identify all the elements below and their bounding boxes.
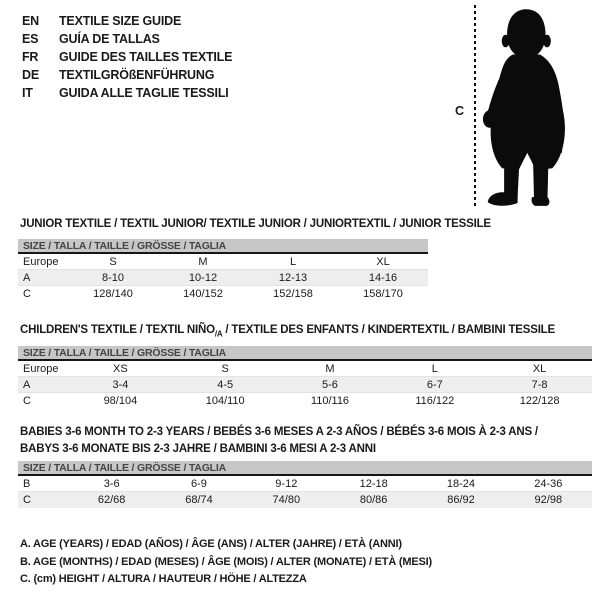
size-cell: 80/86 bbox=[359, 494, 388, 506]
size-cell: XL bbox=[532, 363, 547, 375]
size-cell: 5-6 bbox=[322, 379, 338, 391]
row-label: Europe bbox=[23, 256, 59, 268]
size-cell: 24-36 bbox=[534, 478, 563, 490]
size-header-bar: SIZE / TALLA / TAILLE / GRÖSSE / TAGLIA bbox=[18, 239, 428, 254]
row-label: C bbox=[23, 288, 31, 300]
size-cell: 12-13 bbox=[278, 272, 308, 284]
language-title: GUIDA ALLE TAGLIE TESSILI bbox=[59, 86, 229, 100]
size-cell: 7-8 bbox=[531, 379, 548, 391]
size-cell: 104/110 bbox=[205, 395, 245, 407]
table-row: C 98/104 104/110 110/116 116/122 122/128 bbox=[18, 393, 592, 409]
size-cell: 6-7 bbox=[426, 379, 443, 391]
footnote-b: B. AGE (MONTHS) / EDAD (MESES) / ÂGE (MO… bbox=[20, 555, 432, 568]
baby-silhouette bbox=[482, 9, 565, 206]
size-cell: 98/104 bbox=[103, 395, 138, 407]
row-label: A bbox=[23, 272, 31, 284]
table-row: C 62/68 68/74 74/80 80/86 86/92 92/98 bbox=[18, 492, 592, 508]
children-heading-sub: /A bbox=[214, 329, 223, 339]
language-code: ES bbox=[22, 32, 39, 46]
size-cell: XS bbox=[113, 363, 128, 375]
size-cell: 18-24 bbox=[446, 478, 476, 490]
size-cell: 3-6 bbox=[103, 478, 120, 490]
language-item: EN TEXTILE SIZE GUIDE bbox=[22, 12, 232, 30]
size-cell: 9-12 bbox=[275, 478, 298, 490]
size-cell: M bbox=[325, 363, 335, 375]
height-label: C bbox=[455, 104, 465, 118]
row-label: B bbox=[23, 478, 31, 490]
size-cell: 74/80 bbox=[272, 494, 301, 506]
size-cell: M bbox=[198, 256, 208, 268]
size-cell: 12-18 bbox=[359, 478, 388, 490]
size-cell: 4-5 bbox=[217, 379, 234, 391]
children-size-table: SIZE / TALLA / TAILLE / GRÖSSE / TAGLIA … bbox=[18, 346, 592, 409]
footnote-a: A. AGE (YEARS) / EDAD (AÑOS) / ÂGE (ANS)… bbox=[20, 538, 402, 550]
table-row: Europe XS S M L XL bbox=[18, 361, 592, 377]
size-cell: 122/128 bbox=[519, 395, 560, 407]
size-cell: 92/98 bbox=[534, 494, 563, 506]
size-cell: 140/152 bbox=[183, 288, 223, 300]
language-item: ES GUÍA DE TALLAS bbox=[22, 30, 232, 48]
babies-size-table: SIZE / TALLA / TAILLE / GRÖSSE / TAGLIA … bbox=[18, 461, 592, 508]
language-item: IT GUIDA ALLE TAGLIE TESSILI bbox=[22, 84, 232, 102]
table-row: C 128/140 140/152 152/158 158/170 bbox=[18, 286, 428, 302]
babies-heading-line2: BABYS 3-6 MONATE BIS 2-3 JAHRE / BAMBINI… bbox=[20, 442, 376, 455]
height-reference-line bbox=[474, 5, 476, 209]
size-cell: 158/170 bbox=[363, 288, 403, 300]
table-row: B 3-6 6-9 9-12 12-18 18-24 24-36 bbox=[18, 476, 592, 492]
size-cell: 86/92 bbox=[447, 494, 475, 506]
language-item: DE TEXTILGRÖßENFÜHRUNG bbox=[22, 66, 232, 84]
language-list: EN TEXTILE SIZE GUIDE ES GUÍA DE TALLAS … bbox=[22, 12, 232, 102]
babies-heading-line1: BABIES 3-6 MONTH TO 2-3 YEARS / BEBÉS 3-… bbox=[20, 426, 538, 438]
language-title: GUÍA DE TALLAS bbox=[59, 32, 160, 46]
language-title: TEXTILGRÖßENFÜHRUNG bbox=[59, 68, 215, 82]
size-cell: 6-9 bbox=[191, 478, 207, 490]
language-code: DE bbox=[22, 68, 39, 82]
table-row: A 8-10 10-12 12-13 14-16 bbox=[18, 270, 428, 286]
language-code: FR bbox=[22, 50, 39, 64]
children-section-heading: CHILDREN'S TEXTILE / TEXTIL NIÑO/A / TEX… bbox=[20, 322, 555, 343]
language-title: GUIDE DES TAILLES TEXTILE bbox=[59, 50, 233, 64]
junior-size-table: SIZE / TALLA / TAILLE / GRÖSSE / TAGLIA … bbox=[18, 239, 428, 302]
size-cell: 68/74 bbox=[185, 494, 213, 506]
size-cell: S bbox=[109, 256, 117, 268]
row-label: C bbox=[23, 395, 31, 407]
size-header-bar: SIZE / TALLA / TAILLE / GRÖSSE / TAGLIA bbox=[18, 461, 592, 476]
size-cell: XL bbox=[376, 256, 390, 268]
row-label: C bbox=[23, 494, 31, 506]
size-header-bar: SIZE / TALLA / TAILLE / GRÖSSE / TAGLIA bbox=[18, 346, 592, 361]
babies-section-heading: BABIES 3-6 MONTH TO 2-3 YEARS / BEBÉS 3-… bbox=[20, 424, 538, 457]
size-cell: 14-16 bbox=[368, 272, 398, 284]
size-cell: 116/122 bbox=[415, 395, 455, 407]
size-cell: L bbox=[289, 256, 297, 268]
children-heading-post: / TEXTILE DES ENFANTS / KINDERTEXTIL / B… bbox=[222, 324, 555, 336]
table-row: Europe S M L XL bbox=[18, 254, 428, 270]
size-cell: 3-4 bbox=[112, 379, 129, 391]
language-code: IT bbox=[22, 86, 33, 100]
size-cell: S bbox=[221, 363, 229, 375]
row-label: Europe bbox=[23, 363, 59, 375]
size-cell: 10-12 bbox=[188, 272, 218, 284]
footnotes: A. AGE (YEARS) / EDAD (AÑOS) / ÂGE (ANS)… bbox=[20, 536, 432, 589]
junior-section-heading: JUNIOR TEXTILE / TEXTIL JUNIOR/ TEXTILE … bbox=[20, 218, 491, 230]
footnote-c: C. (cm) HEIGHT / ALTURA / HAUTEUR / HÖHE… bbox=[20, 573, 307, 585]
size-cell: 110/116 bbox=[310, 395, 350, 407]
language-code: EN bbox=[22, 14, 39, 28]
language-title: TEXTILE SIZE GUIDE bbox=[59, 14, 182, 28]
size-cell: 8-10 bbox=[101, 272, 125, 284]
size-cell: 152/158 bbox=[273, 288, 313, 300]
table-row: A 3-4 4-5 5-6 6-7 7-8 bbox=[18, 377, 592, 393]
row-label: A bbox=[23, 379, 31, 391]
size-cell: 62/68 bbox=[97, 494, 126, 506]
children-heading-pre: CHILDREN'S TEXTILE / TEXTIL NIÑO bbox=[20, 324, 215, 336]
language-item: FR GUIDE DES TAILLES TEXTILE bbox=[22, 48, 232, 66]
size-cell: 128/140 bbox=[93, 288, 133, 300]
size-cell: L bbox=[431, 363, 438, 375]
